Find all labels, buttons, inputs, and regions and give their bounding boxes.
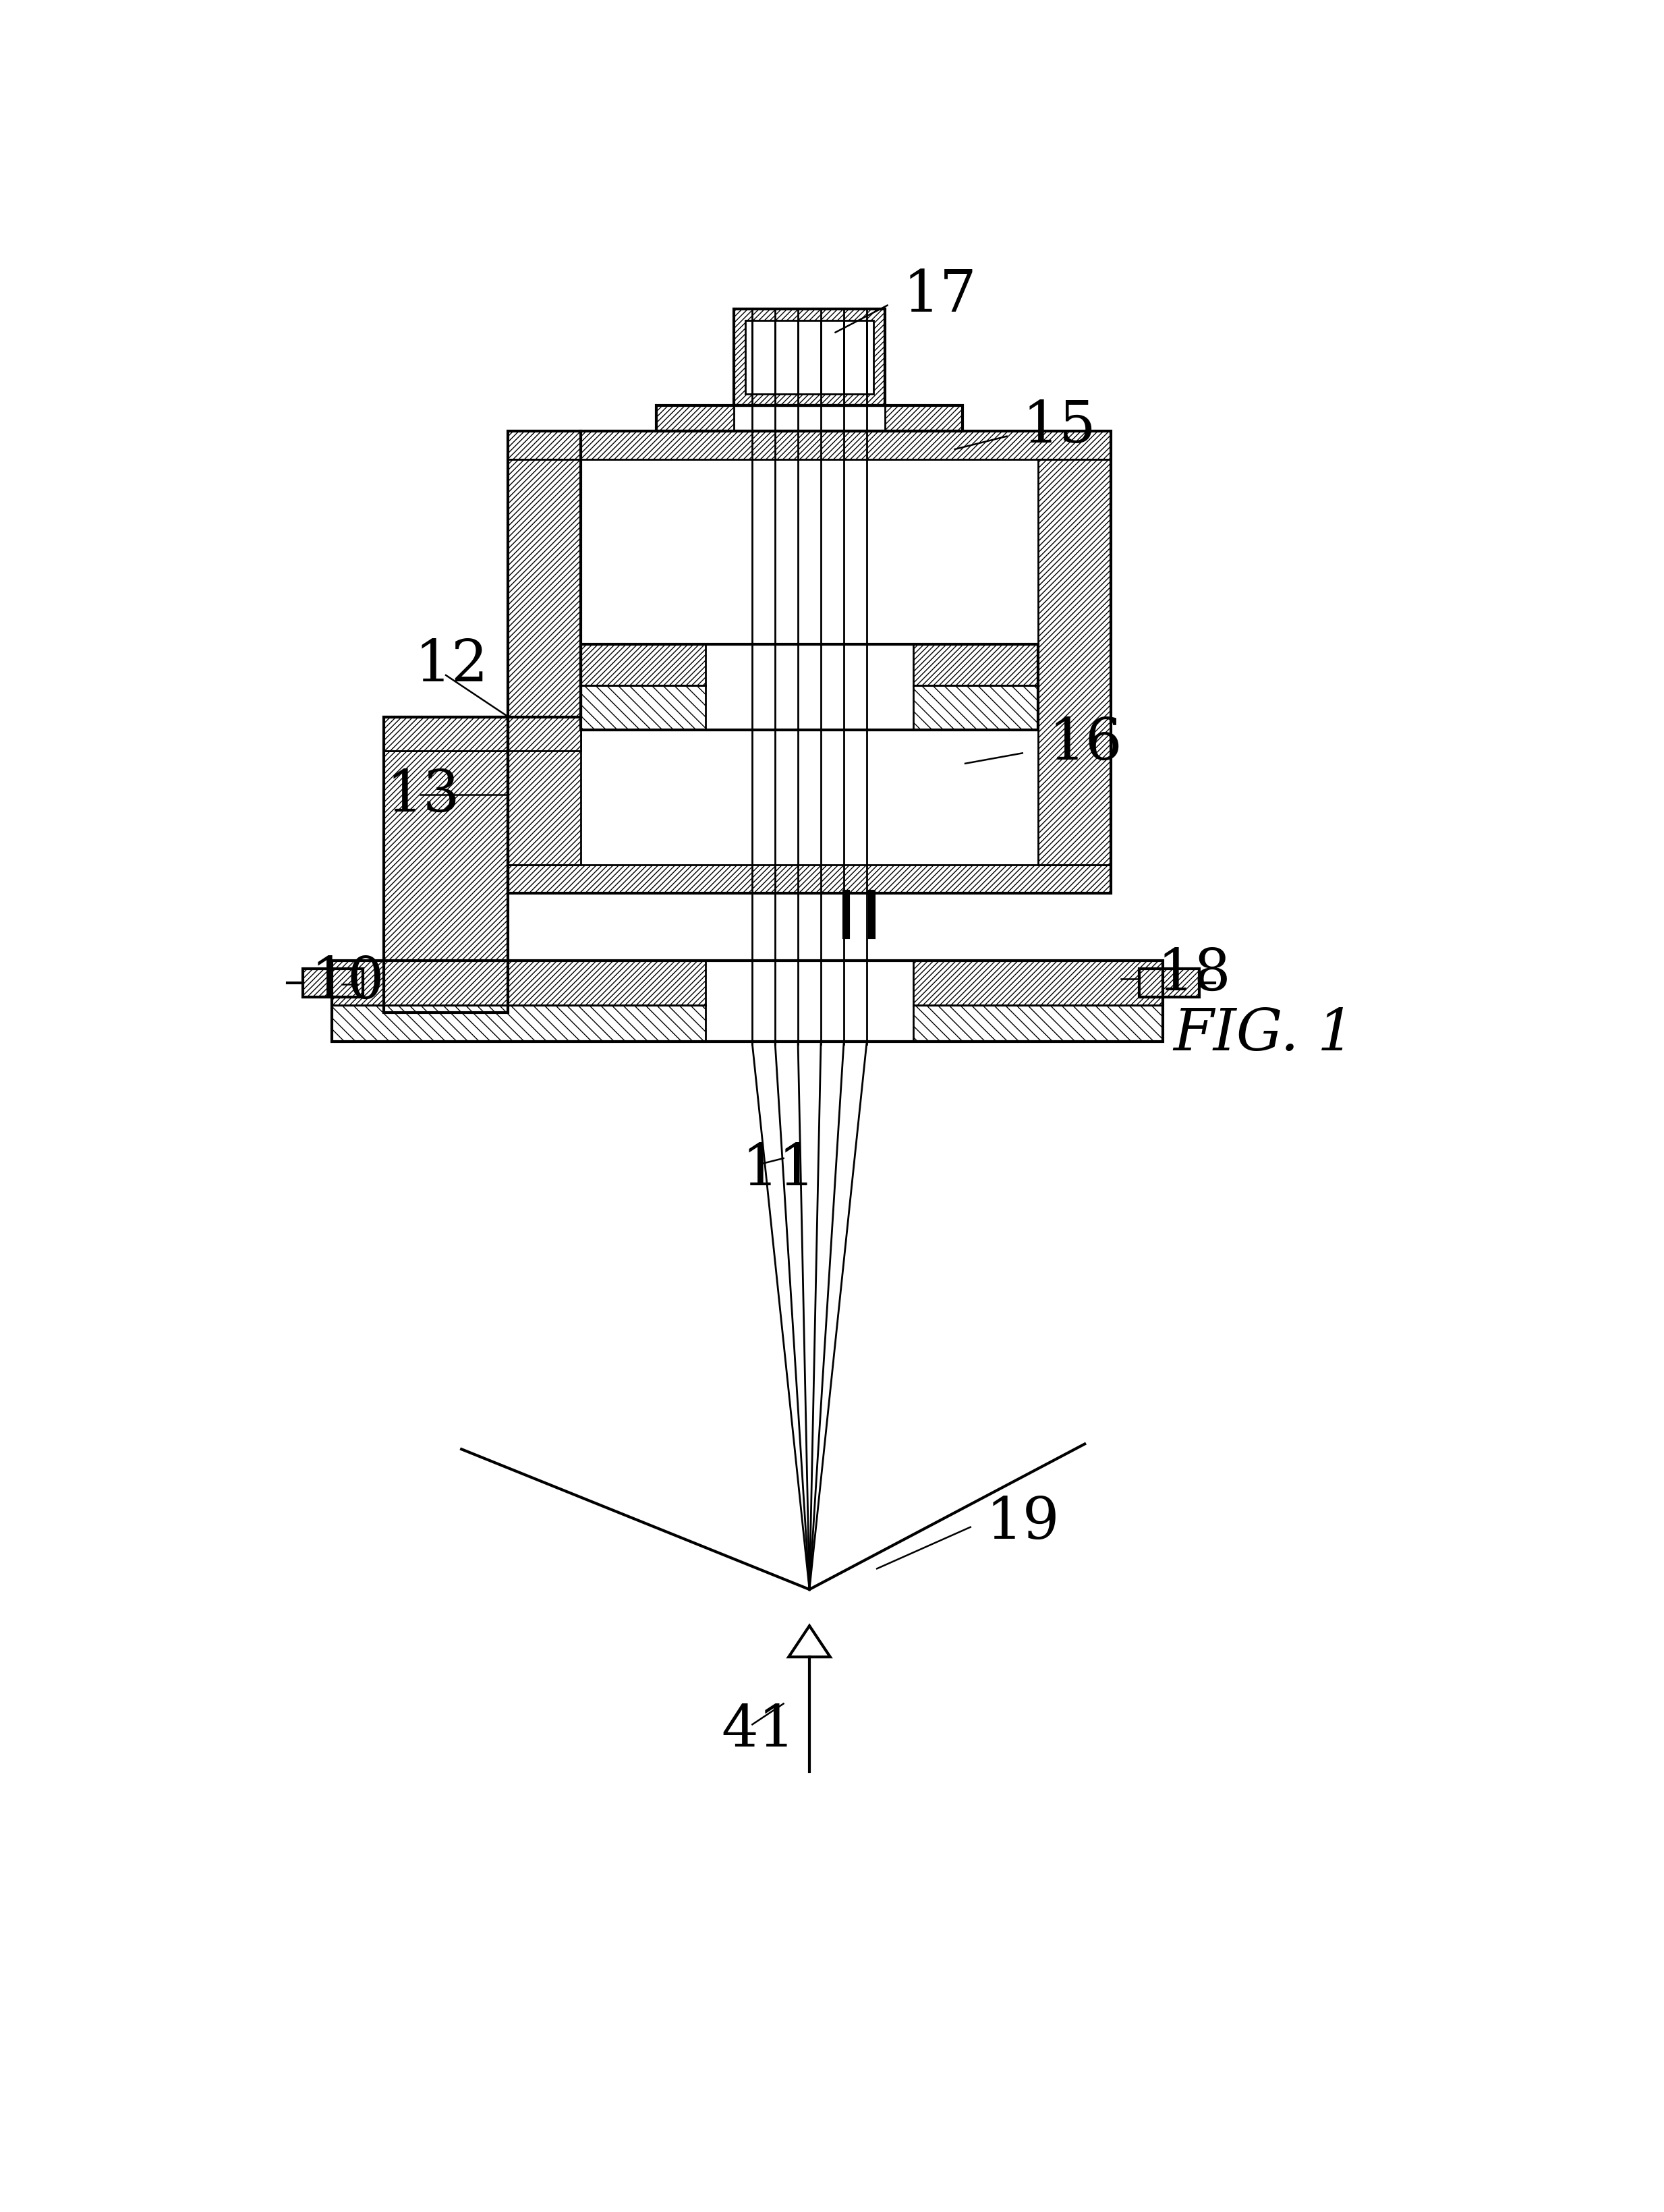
Bar	[656, 405, 963, 431]
Polygon shape	[789, 1626, 830, 1657]
Text: 17: 17	[904, 268, 977, 323]
Text: 15: 15	[1022, 398, 1097, 453]
Bar	[383, 750, 508, 1013]
Bar	[331, 1006, 706, 1042]
Text: 13: 13	[386, 768, 459, 823]
Bar	[331, 962, 706, 1006]
Bar	[383, 717, 581, 750]
Bar	[303, 969, 363, 998]
Bar	[914, 686, 1038, 730]
Bar	[1140, 969, 1200, 998]
Bar	[734, 310, 885, 405]
Text: FIG. 1: FIG. 1	[1173, 1006, 1354, 1062]
Bar	[885, 405, 963, 431]
Text: 41: 41	[721, 1701, 795, 1759]
Bar	[914, 644, 1038, 686]
Bar	[508, 865, 1110, 894]
Text: 10: 10	[311, 953, 384, 1011]
Bar	[508, 460, 581, 865]
Bar	[508, 431, 1110, 460]
Text: 19: 19	[987, 1493, 1060, 1551]
Bar	[331, 962, 1163, 1042]
Bar	[508, 431, 1110, 894]
Text: 16: 16	[1048, 714, 1122, 772]
Bar	[581, 644, 706, 686]
Bar	[581, 644, 1038, 730]
Text: 12: 12	[414, 637, 489, 692]
Bar	[734, 310, 885, 405]
Bar	[1140, 969, 1200, 998]
Bar	[914, 962, 1163, 1006]
Text: 11: 11	[742, 1141, 815, 1197]
Bar	[581, 686, 706, 730]
Bar	[656, 405, 734, 431]
Bar	[706, 644, 914, 730]
Bar	[383, 717, 508, 1013]
Text: 18: 18	[1158, 947, 1231, 1002]
Bar	[1038, 460, 1110, 865]
Bar	[303, 969, 363, 998]
Bar	[581, 460, 1038, 865]
Bar	[745, 321, 874, 394]
Bar	[914, 1006, 1163, 1042]
Bar	[706, 962, 914, 1042]
